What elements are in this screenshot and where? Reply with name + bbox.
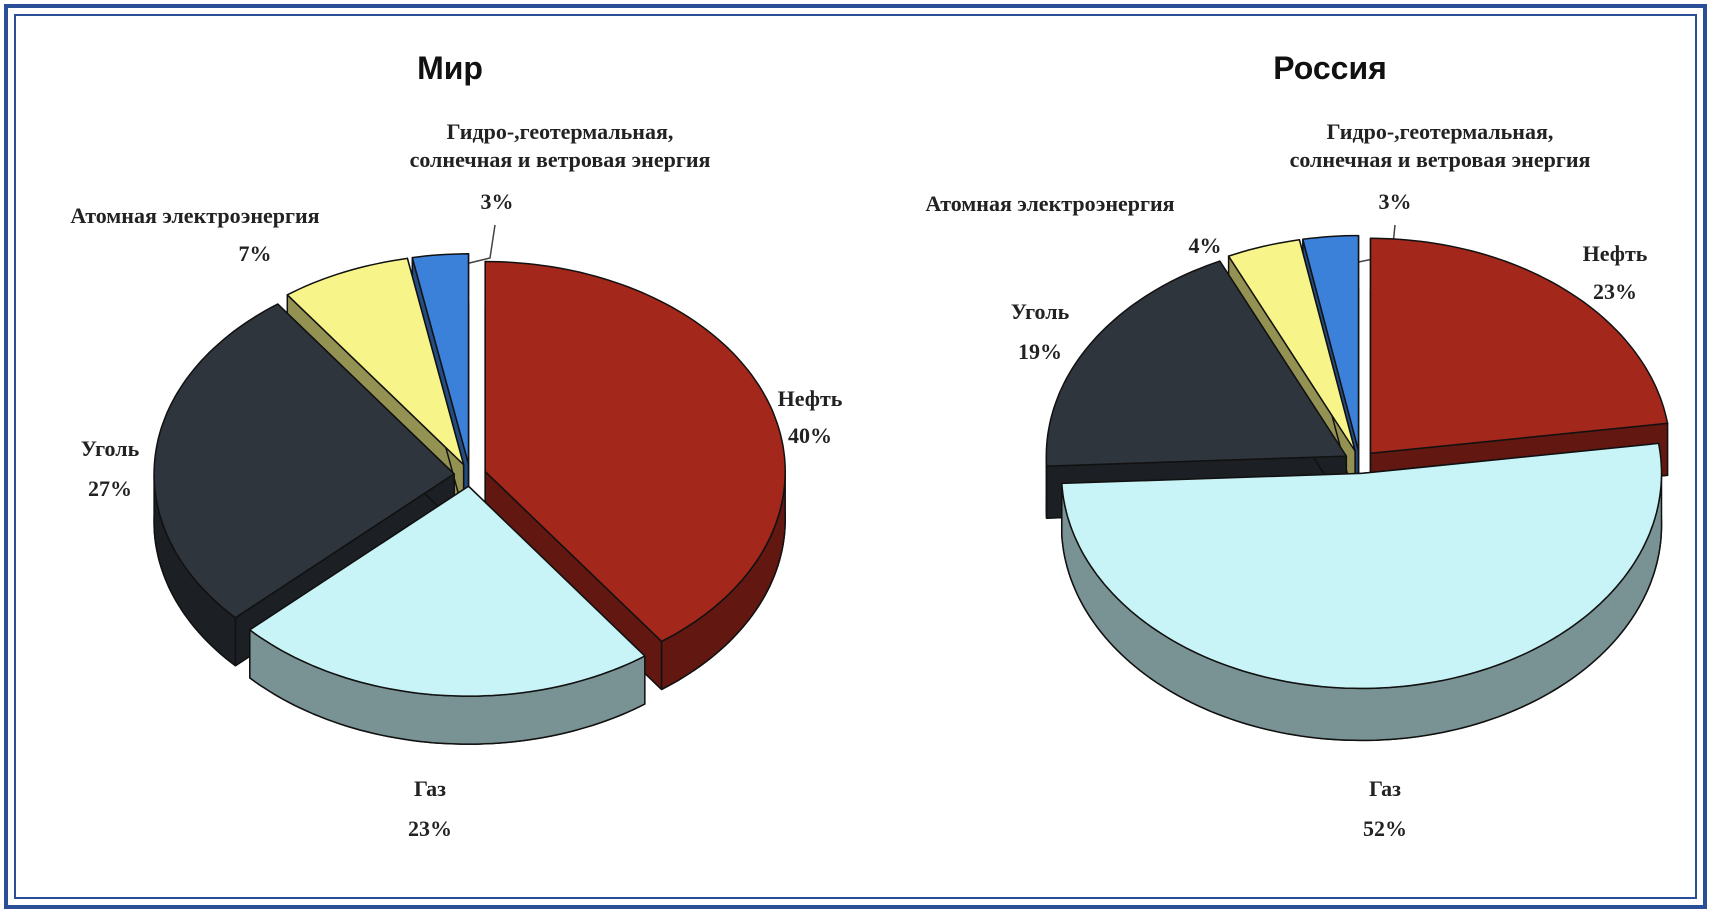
- chart-title: Мир: [417, 50, 483, 86]
- value-label: 3%: [480, 189, 514, 214]
- category-label: Нефть: [1582, 241, 1648, 266]
- value-label: 23%: [408, 816, 452, 841]
- value-label: 27%: [88, 476, 132, 501]
- outer-frame: [4, 4, 1707, 909]
- value-label: 23%: [1593, 279, 1637, 304]
- slice-top: [1045, 260, 1348, 467]
- slice-top: [153, 303, 455, 619]
- slice-top: [1302, 234, 1360, 452]
- slice-top: [411, 253, 470, 465]
- slice-top: [1227, 239, 1356, 452]
- inner-frame: [14, 14, 1697, 899]
- value-label: 7%: [238, 241, 272, 266]
- value-label: 4%: [1188, 233, 1222, 258]
- category-label: Гидро-,геотермальная, солнечная и ветров…: [1289, 119, 1591, 172]
- value-label: 52%: [1363, 816, 1407, 841]
- category-label: Уголь: [80, 436, 140, 461]
- slice: [484, 260, 786, 691]
- slice-top: [484, 260, 786, 643]
- category-label: Газ: [414, 776, 446, 801]
- slice-top: [1061, 442, 1663, 690]
- value-label: 19%: [1018, 339, 1062, 364]
- value-label: 3%: [1378, 189, 1412, 214]
- value-label: 40%: [788, 423, 832, 448]
- slice: [249, 485, 646, 745]
- category-label: Газ: [1369, 776, 1401, 801]
- category-label: Гидро-,геотермальная, солнечная и ветров…: [409, 119, 711, 172]
- category-label: Нефть: [777, 386, 843, 411]
- chart-title: Россия: [1273, 50, 1387, 86]
- category-label: Атомная электроэнергия: [70, 203, 320, 228]
- category-label: Атомная электроэнергия: [925, 191, 1175, 216]
- slice-top: [249, 485, 646, 697]
- slice-top: [286, 257, 465, 466]
- slice: [1061, 442, 1663, 742]
- category-label: Уголь: [1010, 299, 1070, 324]
- slice-top: [1369, 237, 1669, 455]
